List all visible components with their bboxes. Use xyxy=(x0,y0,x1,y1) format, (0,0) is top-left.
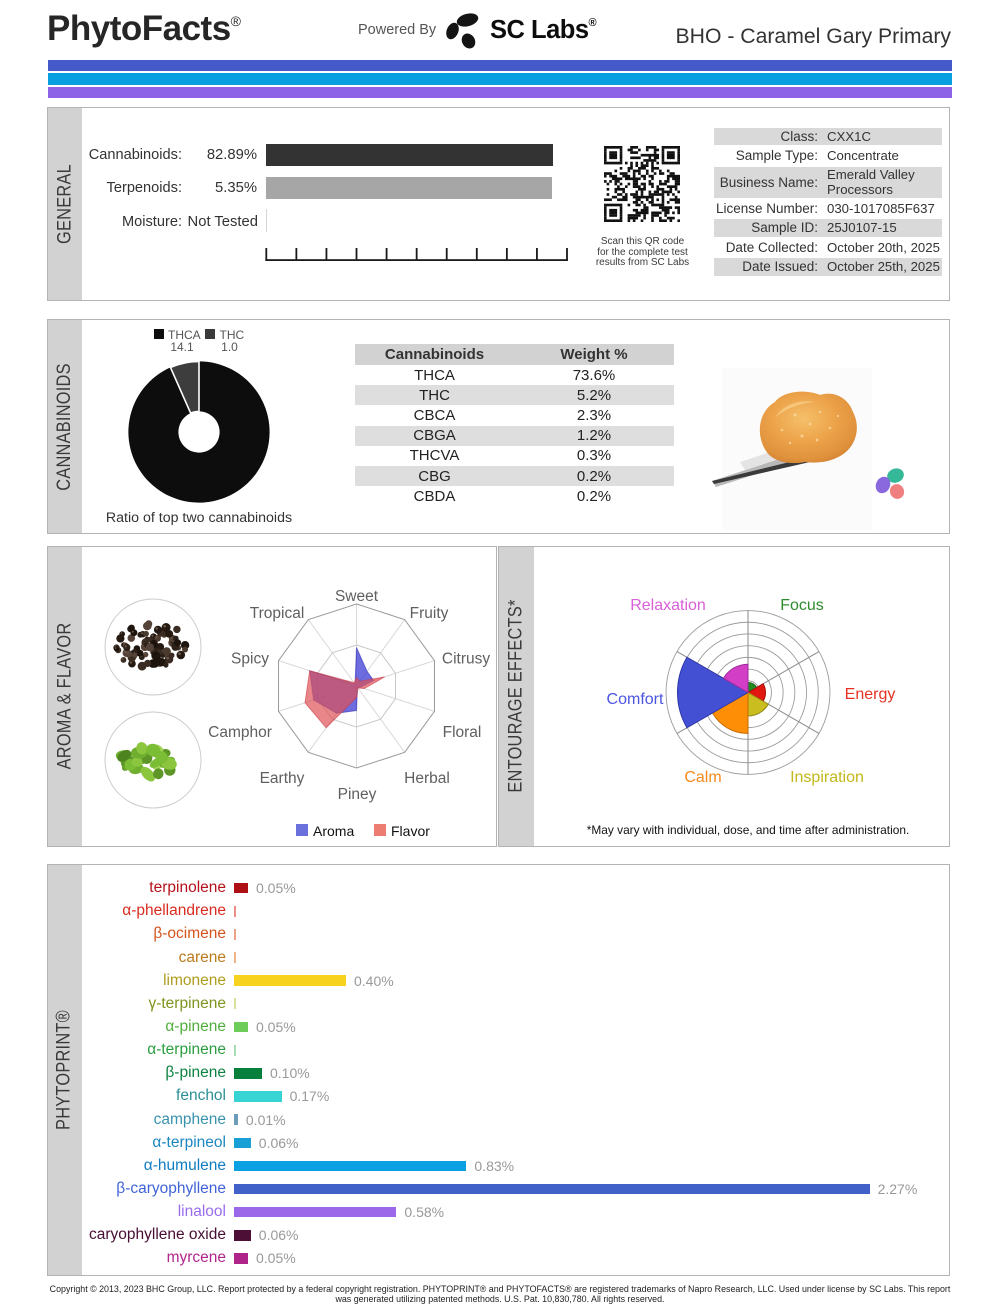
svg-text:Piney: Piney xyxy=(338,786,377,803)
svg-text:Floral: Floral xyxy=(443,724,482,741)
svg-text:Spicy: Spicy xyxy=(231,651,269,668)
svg-text:Calm: Calm xyxy=(684,769,721,786)
svg-text:Sweet: Sweet xyxy=(335,588,379,605)
svg-text:Energy: Energy xyxy=(845,686,896,703)
svg-text:Earthy: Earthy xyxy=(260,770,305,787)
svg-text:Citrusy: Citrusy xyxy=(442,651,490,668)
svg-text:Herbal: Herbal xyxy=(404,770,450,787)
svg-text:Comfort: Comfort xyxy=(607,691,664,708)
svg-text:Camphor: Camphor xyxy=(208,724,272,741)
svg-text:Fruity: Fruity xyxy=(410,605,449,622)
svg-text:Tropical: Tropical xyxy=(250,605,305,622)
svg-text:Inspiration: Inspiration xyxy=(790,769,864,786)
svg-text:Focus: Focus xyxy=(780,597,824,614)
svg-text:Relaxation: Relaxation xyxy=(630,597,706,614)
